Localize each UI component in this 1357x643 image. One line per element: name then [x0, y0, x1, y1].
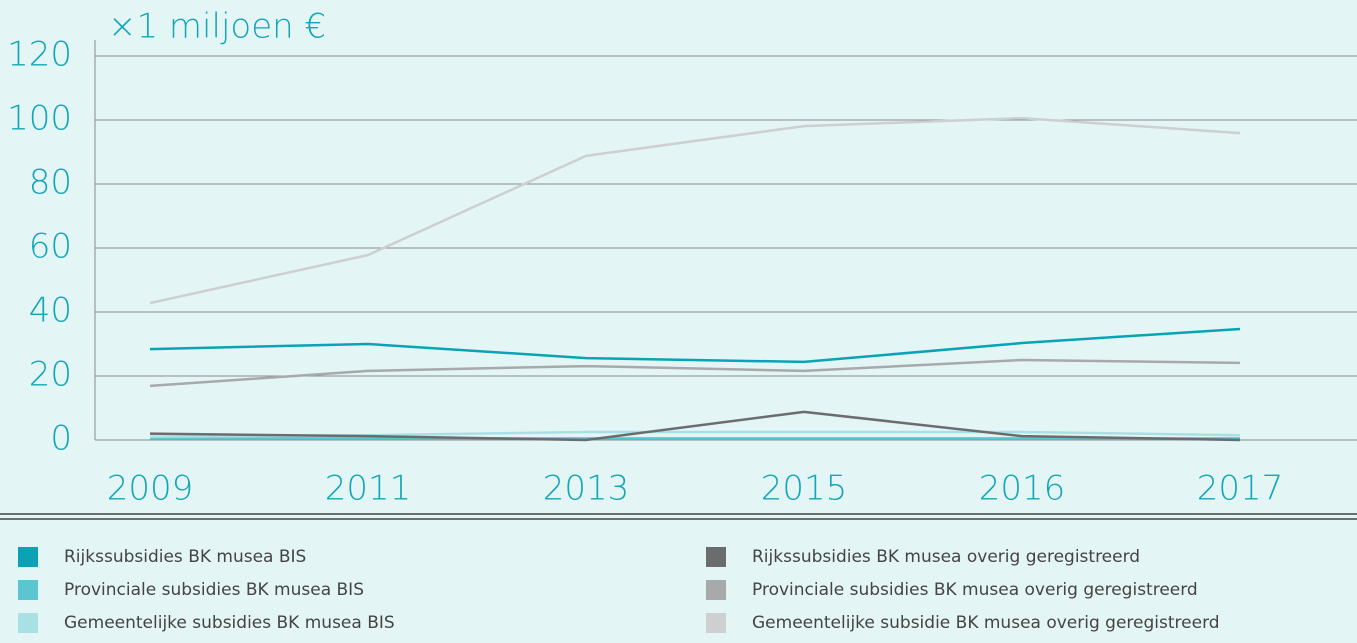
x-tick-label: 2011	[325, 469, 412, 509]
y-tick-label: 80	[29, 163, 72, 203]
x-tick-label: 2016	[979, 469, 1066, 509]
legend-swatch	[706, 547, 726, 567]
x-tick-label: 2013	[543, 469, 630, 509]
series-line	[149, 410, 1241, 442]
series-line	[149, 116, 1241, 305]
y-tick-label: 60	[29, 227, 72, 267]
legend-swatch	[706, 613, 726, 633]
y-tick-label: 0	[50, 419, 72, 459]
legend-label: Provinciale subsidies BK musea overig ge…	[752, 580, 1198, 600]
y-tick-label: 100	[7, 99, 72, 139]
y-unit-label: ×1 miljoen €	[108, 7, 326, 47]
legend-label: Provinciale subsidies BK musea BIS	[64, 580, 364, 600]
legend-swatch	[18, 580, 38, 600]
x-tick-label: 2017	[1197, 469, 1284, 509]
legend-label: Gemeentelijke subsidie BK musea overig g…	[752, 613, 1220, 633]
legend-label: Gemeentelijke subsidies BK musea BIS	[64, 613, 395, 633]
series-line	[149, 327, 1241, 364]
legend-swatch	[18, 547, 38, 567]
x-tick-label: 2015	[761, 469, 848, 509]
legend-label: Rijkssubsidies BK musea BIS	[64, 547, 306, 567]
x-tick-label: 2009	[107, 469, 194, 509]
legend-label: Rijkssubsidies BK musea overig geregistr…	[752, 547, 1140, 567]
y-tick-label: 120	[7, 35, 72, 75]
series-line	[149, 358, 1241, 388]
y-tick-label: 20	[29, 355, 72, 395]
legend-swatch	[706, 580, 726, 600]
legend-swatch	[18, 613, 38, 633]
y-tick-label: 40	[29, 291, 72, 331]
